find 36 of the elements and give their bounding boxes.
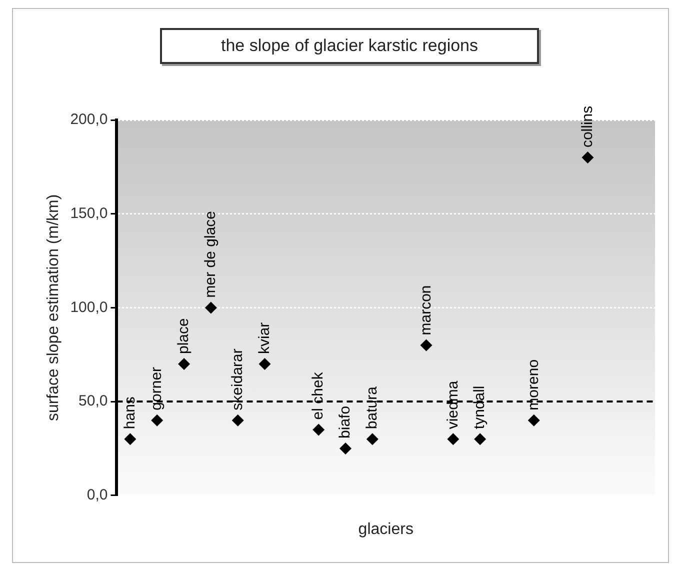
- y-tick-label: 0,0: [86, 486, 108, 504]
- y-tick-label: 100,0: [70, 298, 108, 316]
- data-label: skeidarar: [228, 348, 246, 410]
- point: [178, 358, 190, 370]
- data-label: batura: [364, 386, 381, 430]
- data-label: biafo: [336, 406, 354, 438]
- point: [366, 433, 378, 446]
- y-tick-label: 200,0: [70, 111, 108, 128]
- data-label: kviar: [256, 322, 273, 354]
- point: [340, 442, 352, 454]
- data-label: viedma: [444, 380, 462, 430]
- data-label: marcon: [417, 285, 434, 336]
- data-label: gorner: [148, 366, 166, 410]
- point: [474, 433, 486, 446]
- y-tick-label: 50,0: [78, 392, 108, 410]
- point: [232, 414, 244, 426]
- data-label: el chek: [310, 372, 327, 420]
- y-tick-label: 150,0: [70, 204, 108, 222]
- data-label: moreno: [525, 359, 542, 410]
- y-axis-title: surface slope estimation (m/km): [45, 194, 62, 422]
- point: [151, 414, 164, 426]
- data-label: tyndall: [471, 386, 488, 430]
- x-axis-title: glaciers: [358, 520, 414, 538]
- point: [204, 302, 217, 314]
- point: [528, 414, 540, 426]
- point: [258, 358, 271, 370]
- chart-title: the slope of glacier karstic regions: [160, 28, 539, 64]
- data-label: hans: [121, 396, 138, 430]
- point: [124, 433, 136, 446]
- point: [582, 152, 594, 164]
- data-label: collins: [578, 106, 596, 148]
- point: [312, 424, 325, 436]
- point: [420, 339, 432, 352]
- point: [447, 433, 460, 446]
- data-label: place: [175, 318, 192, 354]
- data-label: mer de glace: [202, 210, 220, 298]
